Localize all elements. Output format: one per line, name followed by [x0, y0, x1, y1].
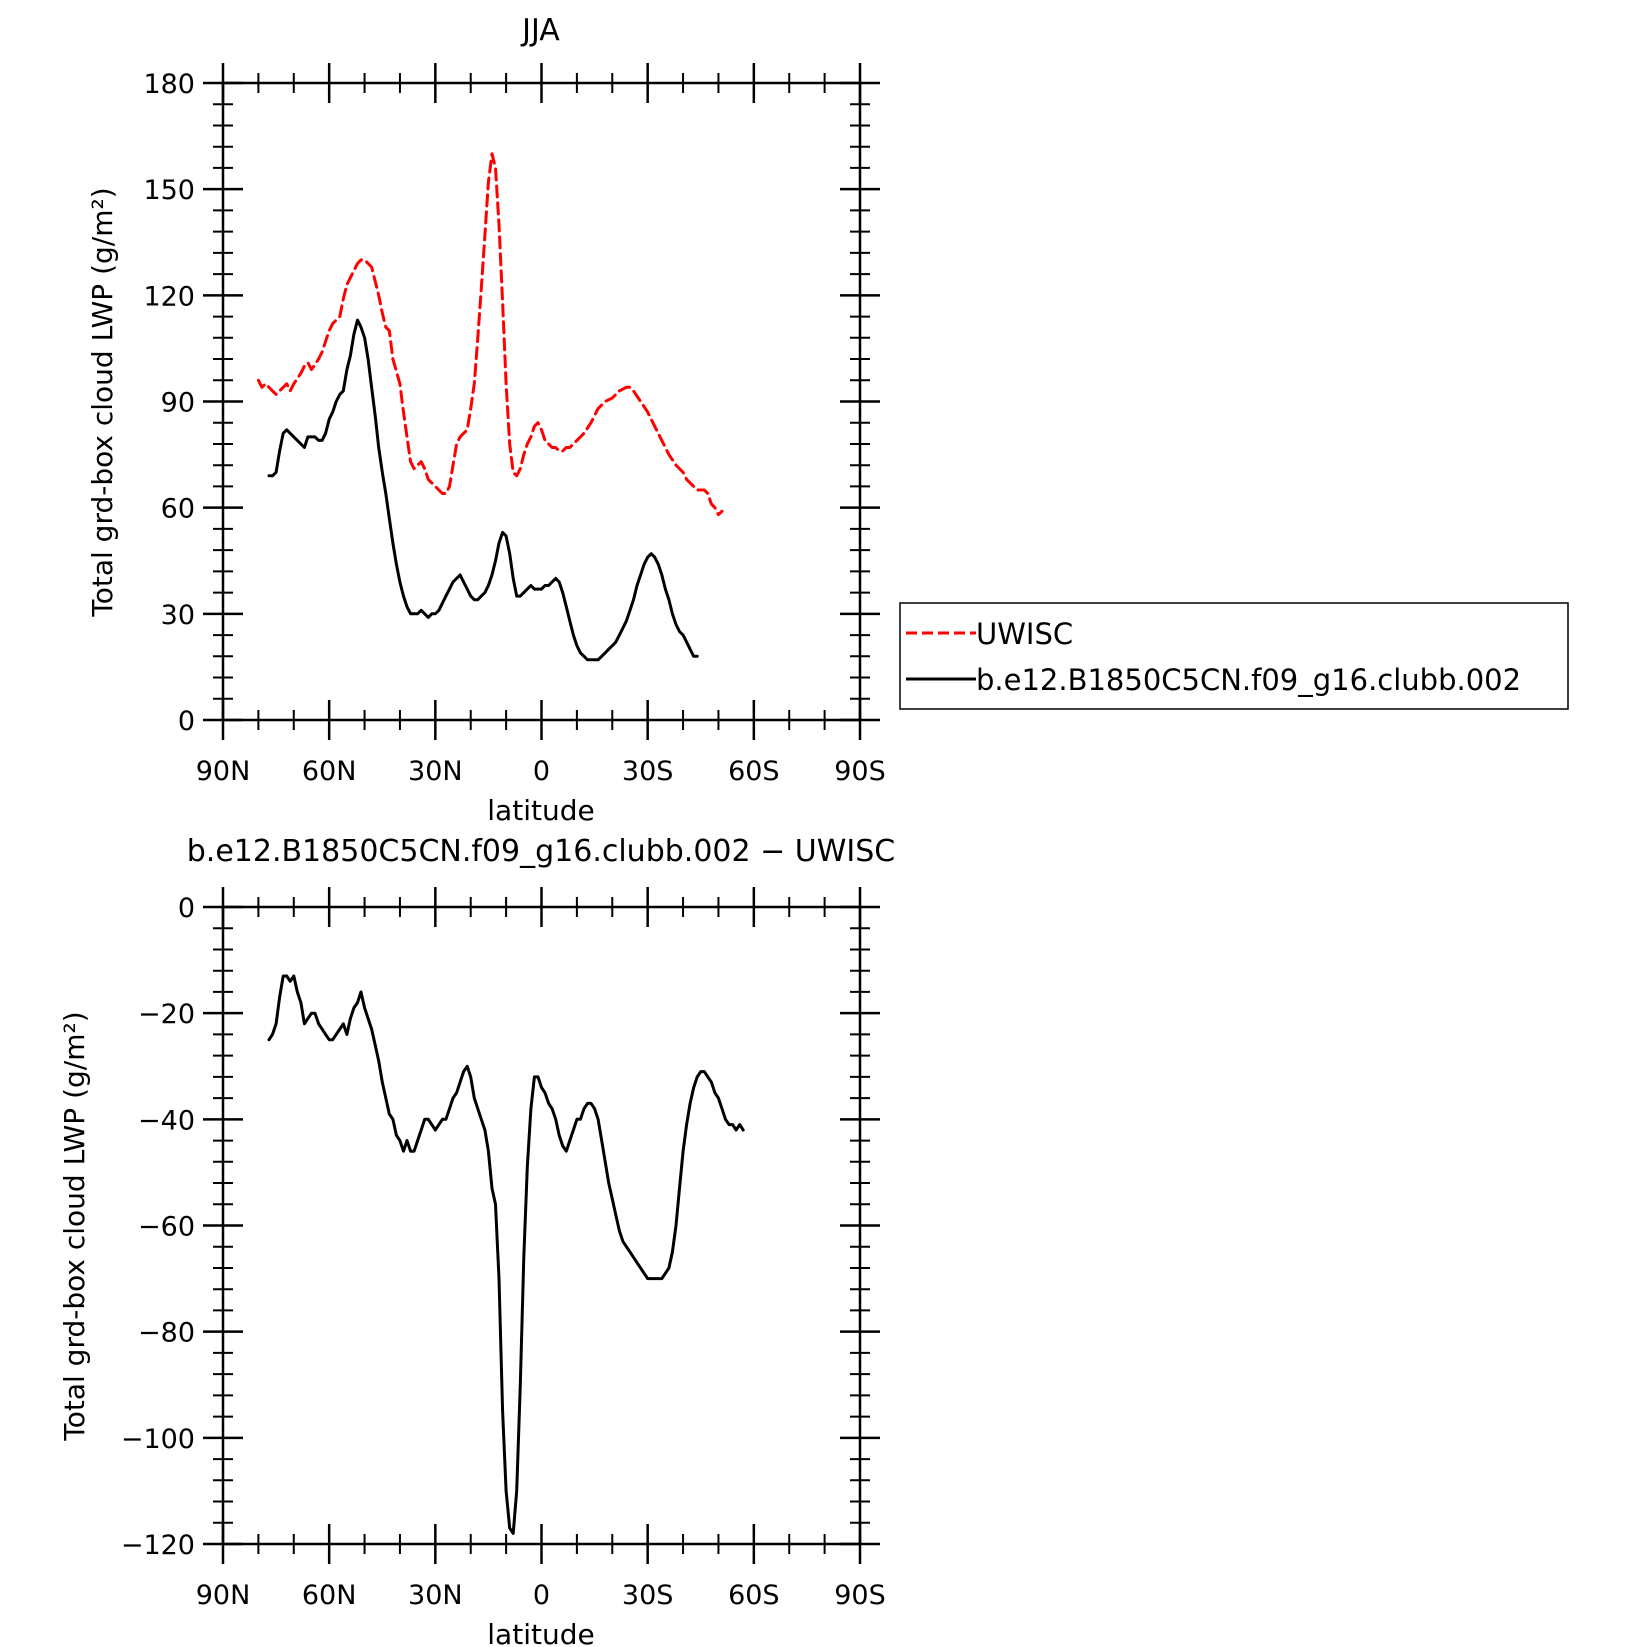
x-tick-label: 90S: [834, 1580, 886, 1611]
x-tick-label: 60N: [302, 1580, 357, 1611]
y-tick-label: 120: [143, 281, 195, 312]
series-line-difference: [267, 974, 745, 1535]
y-tick-label: −20: [138, 999, 195, 1030]
y-tick-label: −60: [138, 1212, 195, 1243]
x-tick-label: 0: [533, 1580, 550, 1611]
x-tick-label: 90S: [834, 756, 886, 787]
y-axis-label-top: Total grd-box cloud LWP (g/m²): [86, 187, 119, 617]
x-tick-label: 90N: [196, 756, 251, 787]
series-group-bottom: [267, 974, 745, 1535]
plot-frame-bottom: [221, 905, 862, 1546]
x-tick-label: 30S: [622, 756, 674, 787]
ticks-top: [203, 63, 880, 740]
x-tick-label: 30N: [408, 756, 463, 787]
x-tick-labels-bottom: 90N 60N 30N 0 30S 60S 90S: [196, 1580, 886, 1611]
plot-frame-top: [221, 81, 862, 722]
panel-top-chart: JJA 0 30 60 90 120 150 180 90N 60N 30N 0 30S 60S 90S…: [86, 13, 886, 827]
y-tick-label: 180: [143, 69, 195, 100]
series-line-uwisc: [256, 152, 724, 517]
y-tick-label: −80: [138, 1318, 195, 1349]
chart-title-bottom: b.e12.B1850C5CN.f09_g16.clubb.002 − UWIS…: [187, 834, 896, 869]
x-tick-label: 60S: [728, 756, 780, 787]
panel-bottom-chart: b.e12.B1850C5CN.f09_g16.clubb.002 − UWIS…: [58, 834, 895, 1647]
series-line-model: [267, 318, 699, 662]
series-group-top: [256, 152, 724, 662]
y-tick-label: −100: [121, 1424, 195, 1455]
y-tick-label: 60: [161, 494, 195, 525]
x-tick-label: 0: [533, 756, 550, 787]
x-tick-label: 60N: [302, 756, 357, 787]
legend-box: [899, 602, 1569, 710]
chart-title-top: JJA: [520, 13, 560, 48]
y-tick-label: 0: [178, 706, 195, 737]
legend-label-model: b.e12.B1850C5CN.f09_g16.clubb.002: [976, 663, 1521, 697]
y-tick-label: −40: [138, 1105, 195, 1136]
y-tick-label: 150: [143, 175, 195, 206]
x-axis-label-top: latitude: [487, 794, 594, 827]
y-tick-label: 30: [161, 600, 195, 631]
y-tick-labels-top: 0 30 60 90 120 150 180: [143, 69, 195, 737]
y-tick-label: 0: [178, 893, 195, 924]
x-tick-label: 90N: [196, 1580, 251, 1611]
legend: UWISC b.e12.B1850C5CN.f09_g16.clubb.002: [899, 602, 1569, 710]
y-tick-labels-bottom: −120 −100 −80 −60 −40 −20 0: [121, 893, 195, 1561]
x-axis-label-bottom: latitude: [487, 1618, 594, 1647]
legend-label-uwisc: UWISC: [976, 617, 1073, 651]
x-tick-label: 30N: [408, 1580, 463, 1611]
ticks-bottom: [203, 887, 880, 1564]
x-tick-label: 30S: [622, 1580, 674, 1611]
x-tick-label: 60S: [728, 1580, 780, 1611]
y-tick-label: −120: [121, 1530, 195, 1561]
x-tick-labels-top: 90N 60N 30N 0 30S 60S 90S: [196, 756, 886, 787]
y-tick-label: 90: [161, 388, 195, 419]
y-axis-label-bottom: Total grd-box cloud LWP (g/m²): [58, 1011, 91, 1441]
